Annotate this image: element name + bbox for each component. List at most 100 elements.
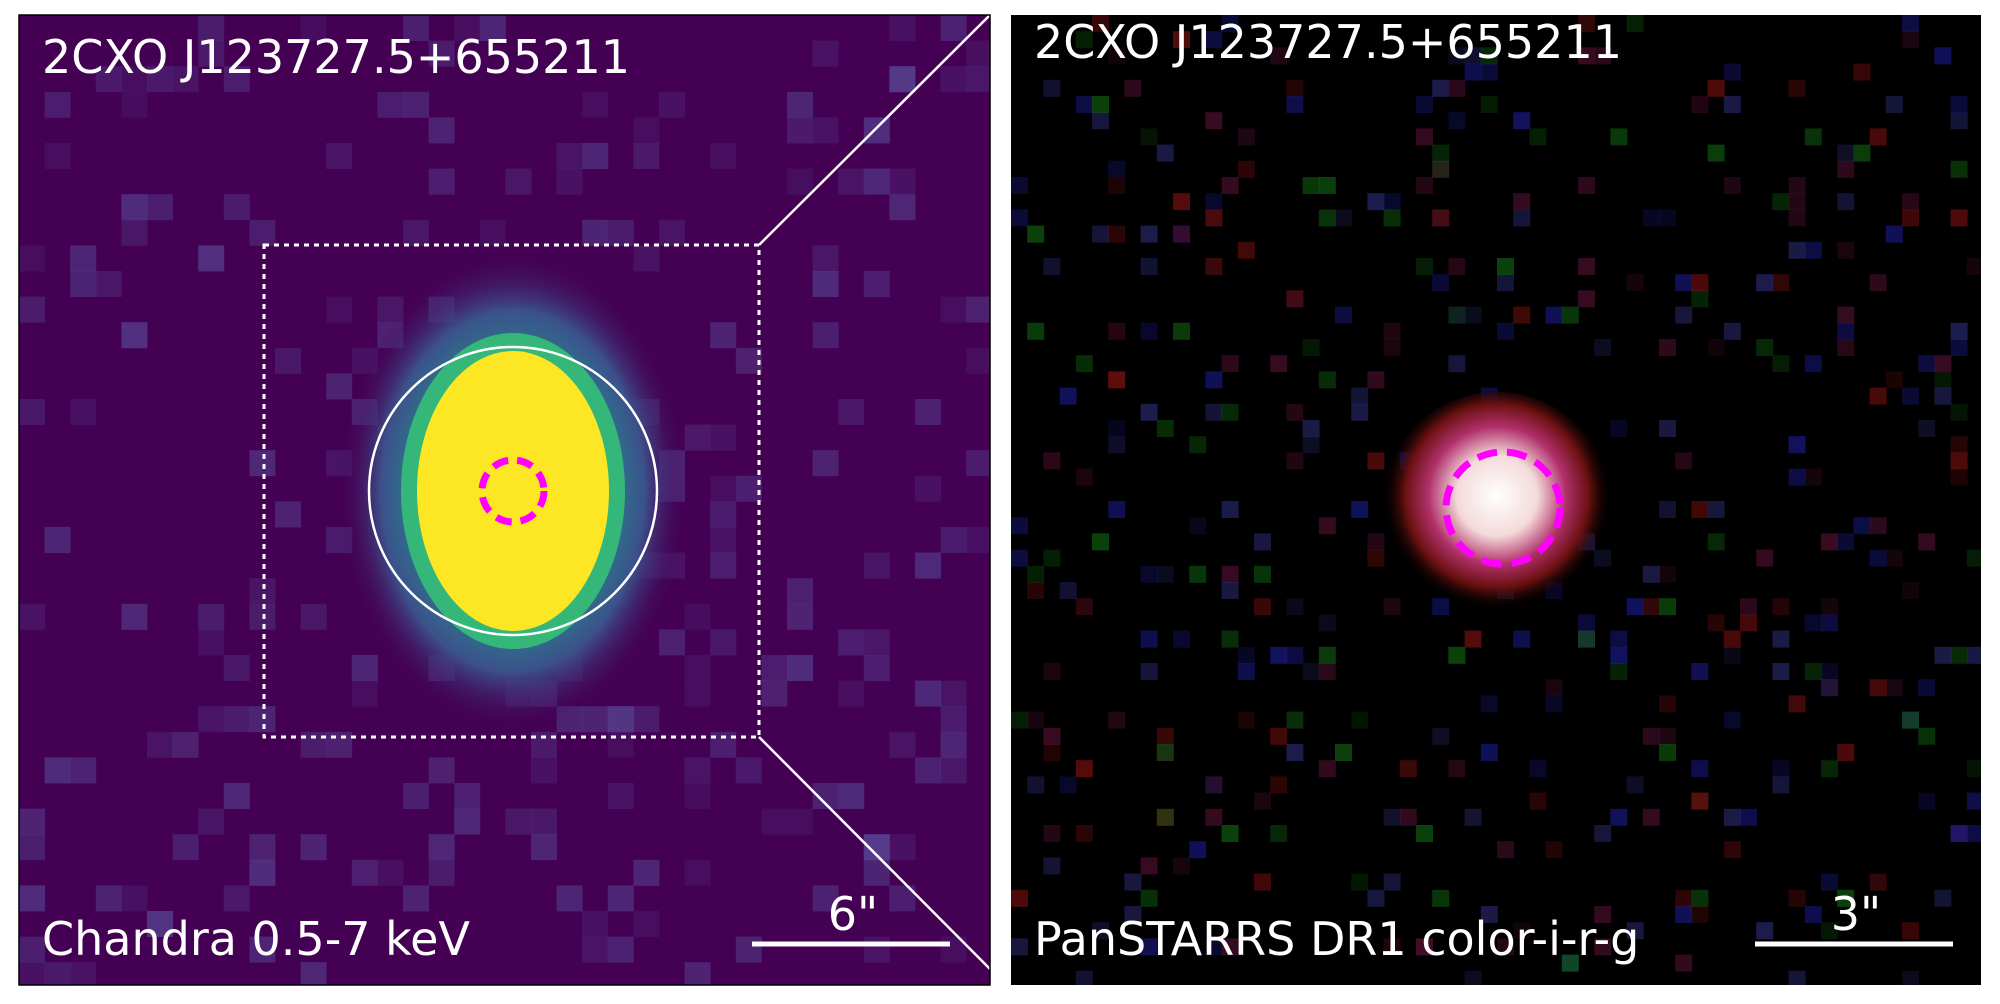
noise-pixel	[1383, 873, 1401, 891]
noise-pixel	[787, 655, 813, 681]
noise-pixel	[1448, 47, 1466, 65]
noise-pixel	[377, 91, 404, 118]
noise-pixel	[1804, 355, 1822, 373]
noise-pixel	[1788, 889, 1806, 907]
noise-pixel	[684, 424, 711, 451]
noise-pixel	[1205, 808, 1223, 826]
noise-pixel	[1821, 533, 1838, 551]
noise-pixel	[1578, 630, 1595, 648]
noise-pixel	[1432, 209, 1450, 227]
noise-pixel	[1659, 695, 1676, 713]
noise-pixel	[710, 424, 737, 451]
noise-pixel	[1950, 403, 1968, 421]
noise-pixel	[198, 629, 225, 656]
noise-pixel	[633, 859, 660, 886]
noise-pixel	[1464, 970, 1482, 985]
noise-pixel	[1416, 938, 1433, 956]
noise-pixel	[454, 783, 481, 809]
noise-pixel	[1140, 630, 1158, 648]
noise-pixel	[889, 834, 916, 861]
noise-pixel	[1788, 436, 1806, 454]
noise-pixel	[1270, 776, 1288, 794]
noise-pixel	[1594, 825, 1612, 842]
noise-pixel	[1043, 663, 1061, 680]
noise-pixel	[1075, 96, 1093, 113]
noise-pixel	[812, 271, 839, 297]
noise-pixel	[1756, 274, 1774, 292]
noise-pixel	[1383, 193, 1401, 211]
noise-pixel	[1383, 322, 1401, 340]
source-core	[417, 351, 609, 631]
noise-pixel	[710, 629, 737, 656]
noise-pixel	[1966, 825, 1981, 842]
noise-pixel	[1173, 193, 1190, 211]
noise-pixel	[1642, 598, 1660, 616]
zoom-box	[262, 243, 761, 739]
noise-pixel	[889, 731, 916, 758]
noise-pixel	[889, 66, 916, 93]
noise-pixel	[300, 834, 327, 861]
noise-pixel	[1480, 47, 1498, 65]
noise-pixel	[1594, 906, 1612, 923]
noise-pixel	[428, 117, 455, 144]
noise-pixel	[1869, 274, 1887, 292]
noise-pixel	[966, 450, 990, 477]
noise-pixel	[889, 15, 916, 41]
noise-pixel	[505, 808, 532, 835]
noise-pixel	[1902, 387, 1919, 405]
noise-pixel	[838, 680, 865, 707]
noise-pixel	[1448, 760, 1466, 778]
noise-pixel	[1254, 533, 1271, 551]
noise-pixel	[1351, 403, 1369, 421]
noise-pixel	[1772, 760, 1790, 778]
noise-pixel	[1626, 15, 1644, 32]
noise-pixel	[1286, 96, 1304, 113]
noise-pixel	[428, 168, 455, 195]
noise-pixel	[1675, 274, 1693, 292]
noise-pixel	[915, 399, 941, 425]
noise-pixel	[1448, 646, 1466, 664]
noise-pixel	[1885, 371, 1903, 389]
noise-pixel	[1950, 436, 1968, 454]
optical-source	[1382, 392, 1612, 622]
noise-pixel	[403, 91, 429, 118]
noise-pixel	[1821, 922, 1838, 940]
noise-pixel	[607, 706, 634, 733]
noise-pixel	[863, 117, 890, 144]
noise-pixel	[19, 245, 45, 272]
noise-pixel	[1934, 355, 1952, 373]
noise-pixel	[1788, 79, 1806, 97]
noise-pixel	[1545, 695, 1563, 713]
panstarrs-panel: 2CXO J123727.5+655211 PanSTARRS DR1 colo…	[1011, 15, 1981, 985]
noise-pixel	[505, 168, 532, 195]
noise-pixel	[1642, 209, 1660, 227]
noise-pixel	[531, 834, 557, 861]
noise-pixel	[326, 296, 353, 323]
noise-pixel	[300, 15, 327, 41]
noise-pixel	[428, 757, 455, 784]
noise-pixel	[121, 66, 148, 93]
noise-pixel	[940, 757, 967, 784]
noise-pixel	[1140, 938, 1158, 956]
noise-pixel	[44, 527, 71, 553]
noise-pixel	[249, 834, 276, 861]
noise-pixel	[1950, 825, 1968, 842]
noise-pixel	[1399, 808, 1417, 826]
noise-pixel	[1772, 598, 1790, 616]
noise-pixel	[1966, 792, 1981, 810]
noise-pixel	[1189, 436, 1207, 454]
noise-pixel	[1497, 322, 1514, 340]
noise-pixel	[198, 603, 225, 630]
noise-pixel	[1448, 112, 1466, 130]
noise-pixel	[966, 66, 990, 93]
noise-pixel	[1318, 517, 1336, 535]
noise-pixel	[607, 936, 634, 963]
noise-pixel	[863, 271, 890, 297]
noise-pixel	[1902, 711, 1919, 729]
noise-pixel	[1723, 177, 1741, 194]
noise-pixel	[889, 194, 916, 221]
noise-pixel	[403, 219, 429, 246]
noise-pixel	[1092, 533, 1109, 551]
noise-pixel	[1043, 727, 1061, 745]
